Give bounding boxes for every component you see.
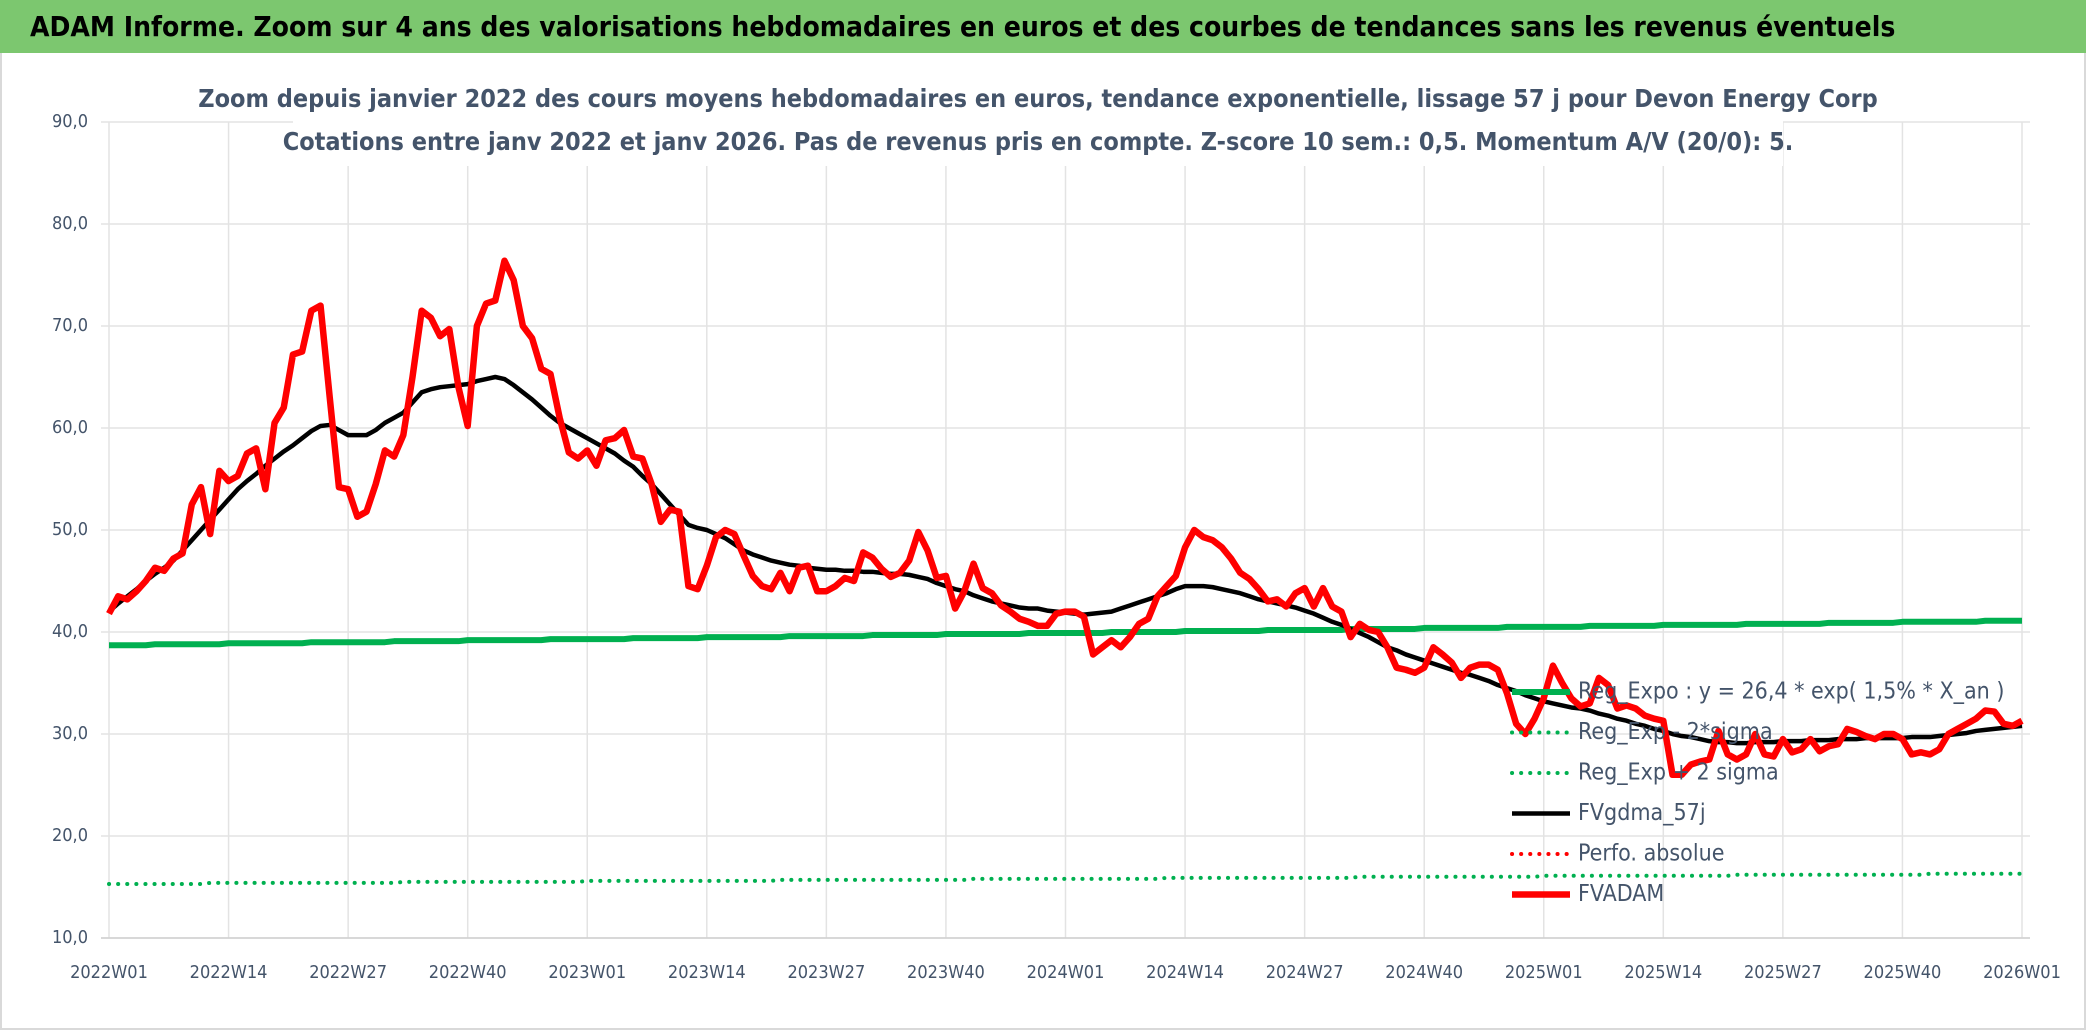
- x-tick-label: 2025W27: [1744, 962, 1822, 983]
- x-tick-label: 2023W40: [907, 962, 985, 983]
- subtitle: Cotations entre janv 2022 et janv 2026. …: [283, 127, 1794, 156]
- x-tick-label: 2022W40: [429, 962, 507, 983]
- legend-label: Reg_Expo : y = 26,4 * exp( 1,5% * X_an ): [1578, 679, 2004, 705]
- x-tick-label: 2023W14: [668, 962, 746, 983]
- x-tick-label: 2023W01: [548, 962, 626, 983]
- legend-label: Reg_Exp + 2 sigma: [1578, 760, 1779, 786]
- x-tick-label: 2024W01: [1027, 962, 1105, 983]
- y-tick-label: 50,0: [52, 519, 88, 540]
- title-banner: [0, 0, 2086, 53]
- series-line: [109, 617, 2022, 649]
- x-tick-label: 2025W14: [1624, 962, 1702, 983]
- axes: 10,0 20,0 30,0 40,0 50,0 60,0 70,0 80,0 90,0 2022…: [52, 111, 2061, 983]
- x-tick-label: 2024W14: [1146, 962, 1224, 983]
- x-tick-label: 2024W27: [1266, 962, 1344, 983]
- x-tick-label: 2024W40: [1385, 962, 1463, 983]
- y-tick-label: 30,0: [52, 723, 88, 744]
- x-tick-label: 2023W27: [787, 962, 865, 983]
- legend-label: FVADAM: [1578, 881, 1664, 907]
- x-tick-label: 2026W01: [1983, 962, 2061, 983]
- y-tick-label: 70,0: [52, 315, 88, 336]
- y-tick-label: 90,0: [52, 111, 88, 132]
- legend-label: Reg_Exp - 2*sigma: [1578, 719, 1773, 745]
- y-tick-label: 40,0: [52, 621, 88, 642]
- series-line: [107, 871, 2024, 886]
- x-tick-label: 2022W27: [309, 962, 387, 983]
- y-tick-label: 10,0: [52, 927, 88, 948]
- x-tick-label: 2022W01: [70, 962, 148, 983]
- x-tick-label: 2022W14: [190, 962, 268, 983]
- legend-label: FVgdma_57j: [1578, 800, 1706, 826]
- chart-title: ADAM Informe. Zoom sur 4 ans des valoris…: [30, 10, 1895, 43]
- subtitle-box: [293, 77, 1783, 166]
- subtitle: Zoom depuis janvier 2022 des cours moyen…: [198, 84, 1877, 113]
- x-tick-label: 2025W01: [1505, 962, 1583, 983]
- x-tick-label: 2025W40: [1864, 962, 1942, 983]
- legend-label: Perfo. absolue: [1578, 841, 1724, 867]
- y-tick-label: 80,0: [52, 213, 88, 234]
- y-tick-label: 60,0: [52, 417, 88, 438]
- plot-area: [106, 257, 2024, 886]
- y-tick-label: 20,0: [52, 825, 88, 846]
- legend: Reg_Expo : y = 26,4 * exp( 1,5% * X_an )…: [1510, 679, 2004, 907]
- series-line: [106, 257, 2024, 779]
